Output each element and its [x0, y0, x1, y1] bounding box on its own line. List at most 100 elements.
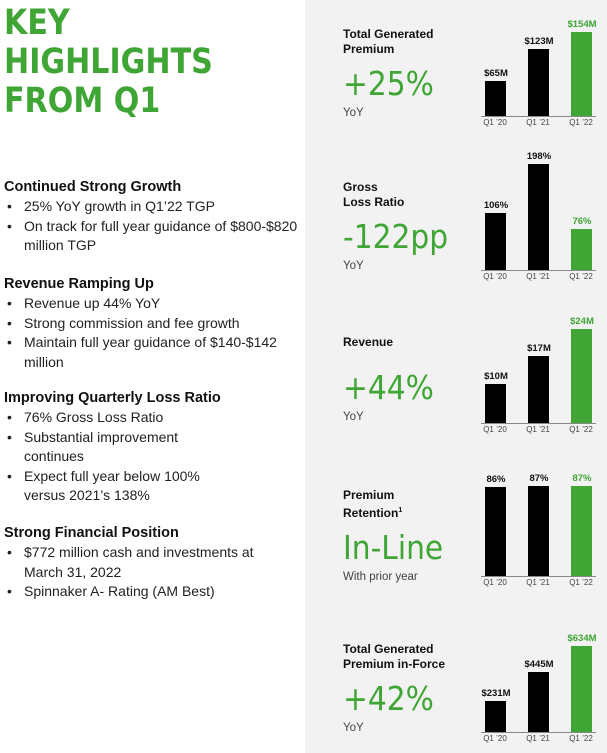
section-title: Revenue Ramping Up	[4, 276, 154, 292]
metric-loss-ratio: Gross Loss Ratio -122pp YoY	[343, 180, 483, 273]
chart-bar	[528, 672, 549, 732]
bar-value-label: $154M	[567, 19, 597, 30]
metric-value: +42%	[343, 679, 434, 718]
bar-category-label: Q1 ’21	[526, 734, 550, 743]
chart-baseline	[481, 116, 596, 117]
bar-category-label: Q1 ’22	[569, 272, 593, 281]
chart-bar	[528, 486, 549, 576]
bar-value-label: $65M	[484, 68, 508, 79]
chart-bar	[571, 229, 592, 270]
section-title: Strong Financial Position	[4, 525, 179, 541]
section-title: Improving Quarterly Loss Ratio	[4, 390, 221, 406]
chart-bar	[571, 486, 592, 576]
bullet-item: Expect full year below 100% versus 2021’…	[4, 467, 300, 506]
section-growth: Continued Strong Growth 25% YoY growth i…	[4, 178, 300, 256]
section-financial: Strong Financial Position $772 million c…	[4, 524, 300, 602]
footnote-marker: 1	[398, 507, 403, 514]
metric-value: +44%	[343, 368, 434, 407]
chart-bar	[571, 646, 592, 732]
metric-label: Premium in-Force	[343, 657, 446, 671]
metric-sub: With prior year	[343, 571, 418, 583]
bar-category-label: Q1 ’21	[526, 118, 550, 127]
bar-value-label: 87%	[529, 473, 549, 484]
bullet-item: On track for full year guidance of $800-…	[4, 217, 300, 256]
bullet-item: Maintain full year guidance of $140-$142…	[4, 333, 300, 372]
bullet-item: 76% Gross Loss Ratio	[4, 408, 300, 428]
chart-baseline	[481, 270, 596, 271]
chart-bar	[485, 487, 506, 576]
metric-sub: YoY	[343, 722, 364, 734]
chart-bar	[485, 384, 506, 423]
bar-category-label: Q1 ’21	[526, 272, 550, 281]
bar-value-label: 87%	[572, 473, 592, 484]
bar-category-label: Q1 ’22	[569, 118, 593, 127]
chart-bar	[571, 32, 592, 116]
bar-category-label: Q1 ’20	[483, 272, 507, 281]
metric-value: In-Line	[343, 528, 444, 567]
headline-line-3: FROM Q1	[4, 81, 161, 121]
metric-label-text: Retention	[343, 506, 399, 520]
bar-value-label: $634M	[567, 633, 597, 644]
page-headline: KEY HIGHLIGHTS FROM Q1	[4, 4, 213, 121]
bullet-item: $772 million cash and investments at Mar…	[4, 543, 300, 582]
bar-category-label: Q1 ’22	[569, 734, 593, 743]
bar-value-label: $123M	[524, 36, 554, 47]
metric-label: Premium	[343, 488, 395, 502]
chart-bar	[485, 213, 506, 270]
bar-value-label: $24M	[570, 316, 594, 327]
chart-bar	[571, 329, 592, 423]
bar-value-label: 86%	[486, 474, 506, 485]
bar-value-label: 76%	[572, 216, 592, 227]
bar-value-label: 198%	[526, 151, 552, 162]
bar-category-label: Q1 ’20	[483, 578, 507, 587]
bullet-item: Strong commission and fee growth	[4, 314, 300, 334]
bullet-item: Spinnaker A- Rating (AM Best)	[4, 582, 300, 602]
bar-value-label: $10M	[484, 371, 508, 382]
metric-sub: YoY	[343, 411, 364, 423]
bar-category-label: Q1 ’22	[569, 578, 593, 587]
bullet-item: Revenue up 44% YoY	[4, 294, 300, 314]
metric-value: -122pp	[343, 217, 449, 256]
headline-line-2: HIGHLIGHTS	[4, 42, 213, 82]
metric-value: +25%	[343, 64, 434, 103]
metric-sub: YoY	[343, 107, 364, 119]
metric-label: Revenue	[343, 335, 394, 349]
bar-value-label: $445M	[524, 659, 554, 670]
chart-bar	[485, 81, 506, 116]
bar-category-label: Q1 ’21	[526, 578, 550, 587]
metric-label: Loss Ratio	[343, 195, 405, 209]
metric-tgp-in-force: Total Generated Premium in-Force +42% Yo…	[343, 642, 483, 735]
chart-baseline	[481, 423, 596, 424]
headline-line-1: KEY	[4, 3, 70, 43]
metric-label: Total Generated	[343, 27, 434, 41]
section-loss-ratio: Improving Quarterly Loss Ratio 76% Gross…	[4, 389, 300, 506]
section-revenue: Revenue Ramping Up Revenue up 44% YoY St…	[4, 275, 300, 372]
bar-category-label: Q1 ’21	[526, 425, 550, 434]
chart-baseline	[481, 576, 596, 577]
chart-bar	[528, 356, 549, 423]
bar-category-label: Q1 ’20	[483, 118, 507, 127]
bar-value-label: $17M	[527, 343, 551, 354]
highlights-panel: KEY HIGHLIGHTS FROM Q1 Continued Strong …	[0, 0, 305, 753]
metric-retention: Premium Retention1 In-Line With prior ye…	[343, 488, 483, 584]
metric-tgp: Total Generated Premium +25% YoY	[343, 27, 483, 120]
bar-category-label: Q1 ’22	[569, 425, 593, 434]
metric-label: Total Generated	[343, 642, 434, 656]
bar-category-label: Q1 ’20	[483, 734, 507, 743]
metric-label: Gross	[343, 180, 378, 194]
metric-label: Premium	[343, 42, 395, 56]
metrics-panel	[305, 0, 607, 753]
chart-bar	[528, 164, 549, 270]
bullet-item: Substantial improvement continues	[4, 428, 300, 467]
chart-baseline	[481, 732, 596, 733]
chart-bar	[528, 49, 549, 116]
chart-bar	[485, 701, 506, 732]
section-title: Continued Strong Growth	[4, 179, 182, 195]
metric-revenue: Revenue +44% YoY	[343, 335, 483, 424]
metric-sub: YoY	[343, 260, 364, 272]
bullet-item: 25% YoY growth in Q1’22 TGP	[4, 197, 300, 217]
bar-category-label: Q1 ’20	[483, 425, 507, 434]
bar-value-label: $231M	[481, 688, 511, 699]
metric-label: Retention1	[343, 503, 483, 521]
bar-value-label: 106%	[483, 200, 509, 211]
